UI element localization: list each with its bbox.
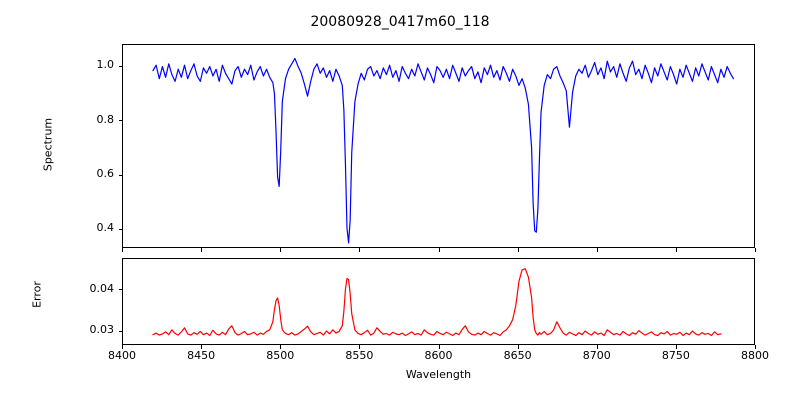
x-tickmark-upper-0: [122, 248, 123, 252]
x-tickmark-7: [675, 345, 677, 349]
x-tickmark-upper-6: [596, 248, 598, 252]
x-tickmark-6: [596, 345, 598, 349]
error-y-tick-0: 0.03: [89, 323, 115, 336]
spectrum-y-tick-0: 0.4: [96, 221, 115, 235]
spectrum-y-axis-label: Spectrum: [41, 117, 55, 172]
x-tickmark-8: [755, 345, 756, 349]
spectrum-line-plot: [123, 45, 754, 247]
x-tickmark-upper-8: [755, 248, 756, 252]
spectrum-y-tick-3: 1.0: [96, 58, 115, 72]
plot-title: 20080928_0417m60_118: [310, 14, 490, 30]
x-tick-3: 8550: [345, 349, 374, 362]
x-axis-label: Wavelength: [405, 368, 472, 381]
x-tickmark-5: [517, 345, 519, 349]
x-tickmark-upper-2: [280, 248, 282, 252]
x-tickmark-1: [201, 345, 203, 349]
error-y-tick-1: 0.04: [89, 281, 115, 295]
spectrum-y-tickmark-0: [118, 228, 122, 230]
x-tickmark-upper-4: [438, 248, 440, 252]
x-tick-1: 8450: [187, 349, 216, 362]
x-tickmark-0: [122, 345, 123, 349]
x-tick-4: 8600: [424, 349, 453, 362]
x-tickmark-upper-1: [201, 248, 203, 252]
x-tickmark-3: [359, 345, 361, 349]
x-tickmark-upper-7: [675, 248, 677, 252]
error-axes: [122, 258, 755, 345]
error-y-tickmark-1: [118, 289, 122, 291]
error-trace: [153, 269, 721, 336]
error-y-axis-label: Error: [30, 281, 44, 308]
spectrum-y-tickmark-2: [118, 120, 122, 122]
x-tick-5: 8650: [503, 349, 532, 362]
x-tickmark-4: [438, 345, 440, 349]
error-line-plot: [123, 259, 754, 344]
x-tick-8: 8800: [741, 349, 769, 362]
spectrum-y-tickmark-1: [118, 174, 122, 176]
x-tickmark-upper-5: [517, 248, 519, 252]
error-y-tickmark-0: [118, 330, 122, 332]
spectrum-axes: [122, 44, 755, 248]
x-tickmark-upper-3: [359, 248, 361, 252]
x-tickmark-2: [280, 345, 282, 349]
spectrum-trace: [153, 58, 734, 242]
x-tick-7: 8750: [661, 349, 690, 362]
spectrum-y-tickmark-3: [118, 65, 122, 67]
spectrum-y-tick-1: 0.6: [96, 167, 115, 181]
x-tick-6: 8700: [582, 349, 611, 362]
x-tick-2: 8500: [266, 349, 295, 362]
spectrum-y-tick-2: 0.8: [96, 112, 115, 126]
x-tick-0: 8400: [108, 349, 136, 362]
